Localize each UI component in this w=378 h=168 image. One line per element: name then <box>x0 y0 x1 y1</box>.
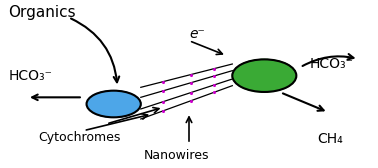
Ellipse shape <box>87 91 141 117</box>
Text: CH₄: CH₄ <box>317 132 343 146</box>
Point <box>211 84 217 86</box>
Ellipse shape <box>232 59 296 92</box>
Point <box>160 80 166 83</box>
Point <box>188 99 194 102</box>
Text: HCO₃⁻: HCO₃⁻ <box>310 57 353 71</box>
Point <box>160 100 166 103</box>
Text: Organics: Organics <box>8 5 76 20</box>
Point <box>160 110 166 112</box>
Point <box>211 91 217 94</box>
Point <box>188 91 194 94</box>
Point <box>211 75 217 77</box>
Point <box>211 67 217 70</box>
Point <box>188 73 194 76</box>
Point <box>188 81 194 84</box>
Text: Cytochromes: Cytochromes <box>38 131 121 144</box>
Text: e⁻: e⁻ <box>189 27 205 41</box>
Text: HCO₃⁻: HCO₃⁻ <box>8 69 52 83</box>
Point <box>160 90 166 92</box>
Text: Nanowires: Nanowires <box>144 149 209 162</box>
